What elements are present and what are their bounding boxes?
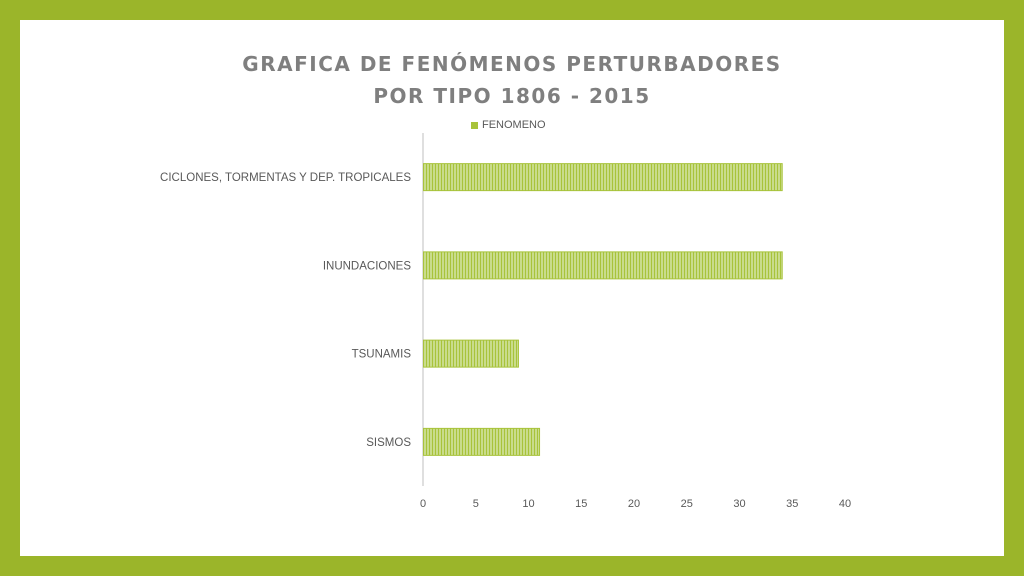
legend-swatch [471,121,478,129]
category-label-3: SISMOS [366,437,411,449]
x-tick-label-0: 0 [420,498,426,510]
chart-title-line-2: POR TIPO 1806 - 2015 [373,84,651,108]
x-tick-label-5: 25 [681,498,693,510]
chart-title-line-1: GRAFICA DE FENÓMENOS PERTURBADORES [242,52,782,76]
bar-0 [423,163,783,192]
category-label-1: INUNDACIONES [323,260,412,272]
bar-2 [423,339,519,368]
slide-panel [20,20,1004,556]
category-label-0: CICLONES, TORMENTAS Y DEP. TROPICALES [160,172,411,184]
x-tick-label-4: 20 [628,498,640,510]
chart-title: GRAFICA DE FENÓMENOS PERTURBADORES POR T… [0,48,1024,112]
x-tick-label-2: 10 [522,498,534,510]
chart-legend: FENOMENO [471,119,546,131]
category-label-2: TSUNAMIS [352,349,412,361]
x-tick-label-7: 35 [786,498,798,510]
x-tick-label-6: 30 [733,498,745,510]
x-tick-label-3: 15 [575,498,587,510]
bar-1 [423,251,783,280]
x-tick-label-1: 5 [473,498,479,510]
bar-3 [423,427,541,456]
x-tick-label-8: 40 [839,498,851,510]
legend-label: FENOMENO [482,119,546,131]
